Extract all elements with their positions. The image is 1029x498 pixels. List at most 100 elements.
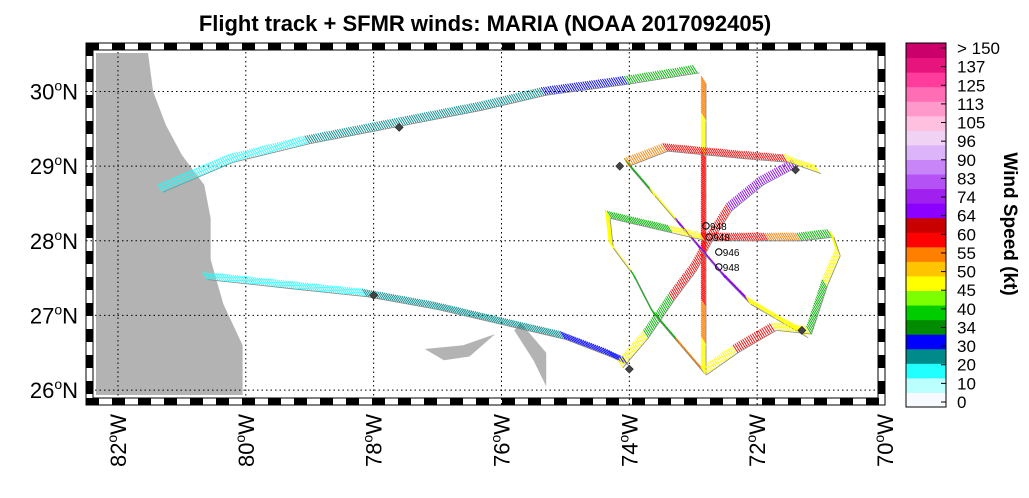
colorbar-tick-label: 125: [957, 76, 985, 95]
frame-segment: [138, 398, 151, 405]
frame-segment: [86, 329, 93, 342]
frame-segment: [268, 43, 281, 50]
track-line: [801, 236, 834, 242]
track-line: [629, 150, 668, 167]
frame-segment: [164, 398, 177, 405]
frame-segment: [372, 398, 385, 405]
wind-barbs: [700, 146, 743, 159]
track-line: [629, 72, 700, 85]
wind-barbs: [732, 232, 769, 242]
frame-segment: [398, 43, 411, 50]
colorbar-tick-label: 137: [957, 58, 985, 77]
chart-title: Flight track + SFMR winds: MARIA (NOAA 2…: [199, 11, 771, 36]
frame-segment: [878, 173, 885, 186]
colorbar-swatch: [906, 305, 946, 321]
colorbar-swatch: [906, 261, 946, 277]
frame-segment: [398, 398, 411, 405]
frame-segment: [632, 43, 645, 50]
wind-barbs: [829, 230, 841, 256]
track-line: [833, 236, 841, 256]
obs-marker: [705, 233, 713, 241]
frame-segment: [86, 355, 93, 368]
track-line: [482, 94, 547, 111]
frame-segment: [86, 69, 93, 82]
track-line: [737, 330, 777, 354]
track-line: [811, 285, 828, 335]
colorbar-tick-label: > 150: [957, 39, 1000, 58]
wind-barbs: [700, 299, 707, 344]
colorbar-swatch: [906, 43, 946, 59]
colorbar-outline: [905, 42, 947, 408]
track-line: [609, 218, 614, 249]
track-line: [162, 162, 234, 193]
frame-segment: [112, 398, 125, 405]
frame-segment: [736, 43, 749, 50]
wind-barbs: [496, 316, 564, 340]
frame-segment: [294, 398, 307, 405]
y-tick-label: 28oN: [30, 227, 78, 254]
flight-track-top-ring: [623, 142, 822, 174]
wind-barbs: [649, 307, 680, 344]
dropsonde-marker: [394, 122, 404, 132]
frame-segment: [450, 398, 463, 405]
frame-segment: [372, 43, 385, 50]
dropsonde-marker: [615, 161, 625, 171]
frame-segment: [878, 277, 885, 290]
frame-segment: [878, 121, 885, 134]
track-line: [629, 165, 656, 197]
frame-segment: [216, 398, 229, 405]
obs-pressure-label: 948: [723, 263, 740, 274]
x-tick-label: 82oW: [104, 414, 131, 467]
track-line: [437, 309, 502, 325]
wind-barbs: [623, 64, 698, 85]
frame-segment: [476, 43, 489, 50]
colorbar-tick-label: 30: [957, 337, 976, 356]
frame-segment: [86, 121, 93, 134]
track-line: [667, 150, 707, 156]
colorbar-tick-label: 90: [957, 151, 976, 170]
frame-segment: [242, 398, 255, 405]
colorbar-swatch: [906, 392, 946, 408]
frame-segment: [320, 398, 333, 405]
obs-marker: [702, 222, 710, 230]
wind-barbs: [604, 210, 614, 247]
frame-segment: [294, 43, 307, 50]
frame-segment: [138, 43, 151, 50]
colorbar-tick-label: 113: [957, 95, 984, 114]
colorbar-swatch: [906, 203, 946, 219]
track-line: [367, 296, 438, 310]
frame-segment: [86, 43, 93, 56]
colorbar-swatch: [906, 174, 946, 190]
frame-segment: [878, 225, 885, 238]
flight-track-leg-nw-se: [623, 157, 809, 339]
frame-segment: [658, 43, 671, 50]
colorbar-tick-label: 96: [957, 132, 976, 151]
track-line: [705, 352, 739, 376]
frame-segment: [878, 329, 885, 342]
wind-barbs: [202, 271, 296, 290]
wind-barbs: [822, 249, 840, 286]
map-frame: [85, 42, 886, 406]
frame-segment: [86, 95, 93, 108]
flight-track-leg-w-e: [604, 210, 834, 242]
track-line: [642, 225, 675, 234]
obs-marker: [715, 248, 723, 256]
colorbar-label: Wind Speed (kt): [999, 152, 1020, 295]
frame-segment: [86, 173, 93, 186]
wind-barbs: [432, 301, 500, 325]
frame-segment: [632, 398, 645, 405]
colorbar-swatch: [906, 57, 946, 73]
wind-barbs: [694, 240, 725, 277]
x-tick-label: 78oW: [360, 414, 387, 467]
frame-segment: [112, 43, 125, 50]
frame-segment: [86, 251, 93, 264]
track-line: [654, 315, 681, 346]
track-line: [827, 255, 841, 286]
frame-segment: [190, 43, 203, 50]
colorbar-tick-label: 20: [957, 356, 976, 375]
frame-segment: [878, 381, 885, 394]
dropsonde-marker: [369, 290, 379, 300]
frame-segment: [554, 398, 567, 405]
wind-barbs: [700, 187, 707, 232]
